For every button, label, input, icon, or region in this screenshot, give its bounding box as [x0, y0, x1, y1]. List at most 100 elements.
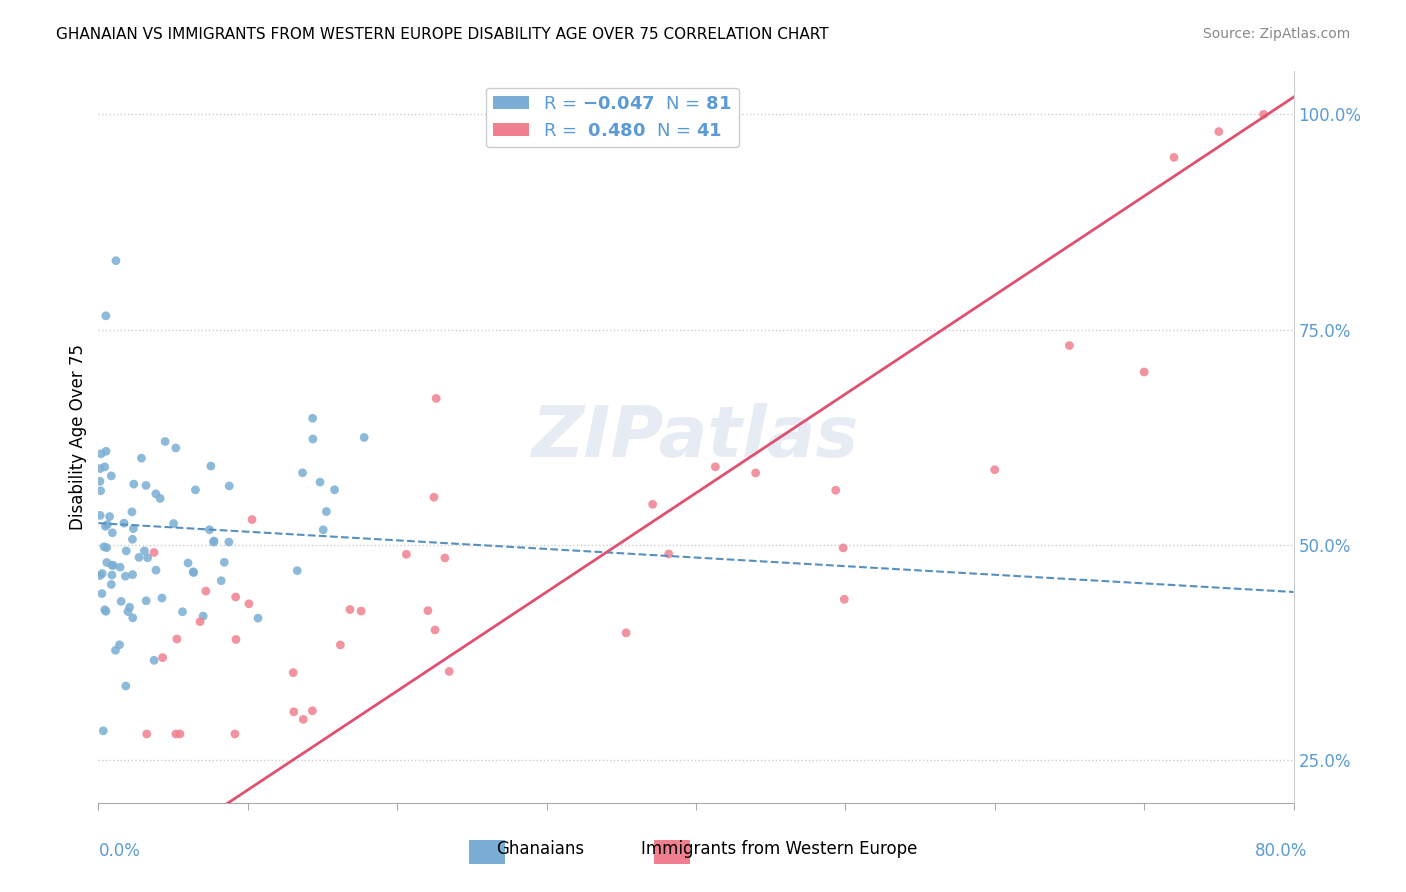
Point	[188, 615, 211, 629]
Point	[832, 541, 855, 555]
Point	[101, 525, 124, 540]
Point	[425, 392, 447, 406]
Point	[143, 653, 166, 667]
Point	[121, 533, 143, 547]
Point	[437, 665, 460, 679]
Point	[416, 604, 439, 618]
Legend: R = $\mathbf{-0.047}$  N = $\mathbf{81}$, R =  $\mathbf{0.480}$  N = $\mathbf{41: R = $\mathbf{-0.047}$ N = $\mathbf{81}$,…	[485, 87, 740, 147]
Point	[110, 594, 132, 608]
Point	[641, 497, 664, 511]
Point	[200, 458, 222, 473]
Text: GHANAIAN VS IMMIGRANTS FROM WESTERN EUROPE DISABILITY AGE OVER 75 CORRELATION CH: GHANAIAN VS IMMIGRANTS FROM WESTERN EURO…	[56, 27, 830, 42]
Point	[89, 475, 111, 489]
Point	[209, 574, 232, 588]
Point	[323, 483, 346, 497]
Point	[114, 679, 136, 693]
Point	[172, 605, 194, 619]
Point	[121, 567, 143, 582]
Point	[114, 569, 136, 583]
Point	[184, 483, 207, 497]
Point	[90, 586, 112, 600]
Point	[423, 623, 446, 637]
Point	[149, 491, 172, 506]
Point	[145, 487, 167, 501]
Point	[202, 533, 225, 548]
Point	[135, 594, 157, 608]
Point	[315, 504, 337, 518]
Point	[984, 463, 1007, 477]
Point	[90, 447, 112, 461]
Point	[433, 550, 456, 565]
Point	[94, 519, 117, 533]
Point	[91, 566, 114, 581]
Point	[1133, 365, 1156, 379]
Point	[240, 512, 263, 526]
Point	[104, 253, 127, 268]
Text: Immigrants from Western Europe: Immigrants from Western Europe	[641, 840, 918, 858]
FancyBboxPatch shape	[654, 840, 690, 863]
Point	[225, 590, 247, 604]
Point	[128, 550, 150, 565]
Point	[145, 563, 167, 577]
Point	[238, 597, 260, 611]
Point	[150, 591, 173, 605]
Point	[122, 477, 145, 491]
Point	[302, 432, 325, 446]
Point	[89, 508, 111, 523]
Point	[153, 434, 176, 449]
Point	[89, 568, 111, 582]
Point	[202, 535, 225, 549]
Point	[134, 544, 156, 558]
Point	[108, 560, 131, 574]
Point	[143, 545, 166, 559]
Point	[283, 665, 305, 680]
Point	[395, 547, 418, 561]
Point	[121, 505, 143, 519]
Point	[101, 558, 124, 573]
Point	[194, 584, 217, 599]
Point	[353, 430, 375, 444]
Point	[312, 523, 335, 537]
Text: Source: ZipAtlas.com: Source: ZipAtlas.com	[1202, 27, 1350, 41]
Point	[285, 564, 308, 578]
Point	[94, 459, 117, 474]
Point	[291, 466, 314, 480]
Point	[94, 603, 117, 617]
Point	[423, 490, 446, 504]
Point	[193, 609, 215, 624]
Point	[91, 723, 114, 738]
Point	[177, 556, 200, 570]
Point	[98, 509, 121, 524]
Point	[100, 577, 122, 591]
Point	[89, 461, 111, 475]
Point	[214, 555, 236, 569]
Point	[166, 632, 188, 646]
Point	[329, 638, 352, 652]
Point	[152, 650, 174, 665]
Point	[122, 522, 145, 536]
Point	[1059, 338, 1081, 352]
Point	[198, 523, 221, 537]
Point	[744, 466, 766, 480]
Point	[658, 547, 681, 561]
Point	[183, 566, 205, 580]
Point	[224, 727, 246, 741]
Point	[1208, 125, 1230, 139]
Point	[93, 540, 115, 554]
Point	[165, 441, 187, 455]
Point	[614, 626, 637, 640]
Point	[117, 605, 139, 619]
Point	[94, 444, 117, 458]
Point	[101, 568, 124, 582]
Point	[1163, 150, 1185, 164]
Text: 0.0%: 0.0%	[98, 842, 141, 860]
Point	[96, 556, 118, 570]
Point	[339, 602, 361, 616]
Point	[101, 558, 124, 573]
Point	[90, 483, 112, 498]
Point	[832, 592, 855, 607]
Point	[218, 535, 240, 549]
Point	[309, 475, 332, 489]
Y-axis label: Disability Age Over 75: Disability Age Over 75	[69, 344, 87, 530]
Point	[225, 632, 247, 647]
